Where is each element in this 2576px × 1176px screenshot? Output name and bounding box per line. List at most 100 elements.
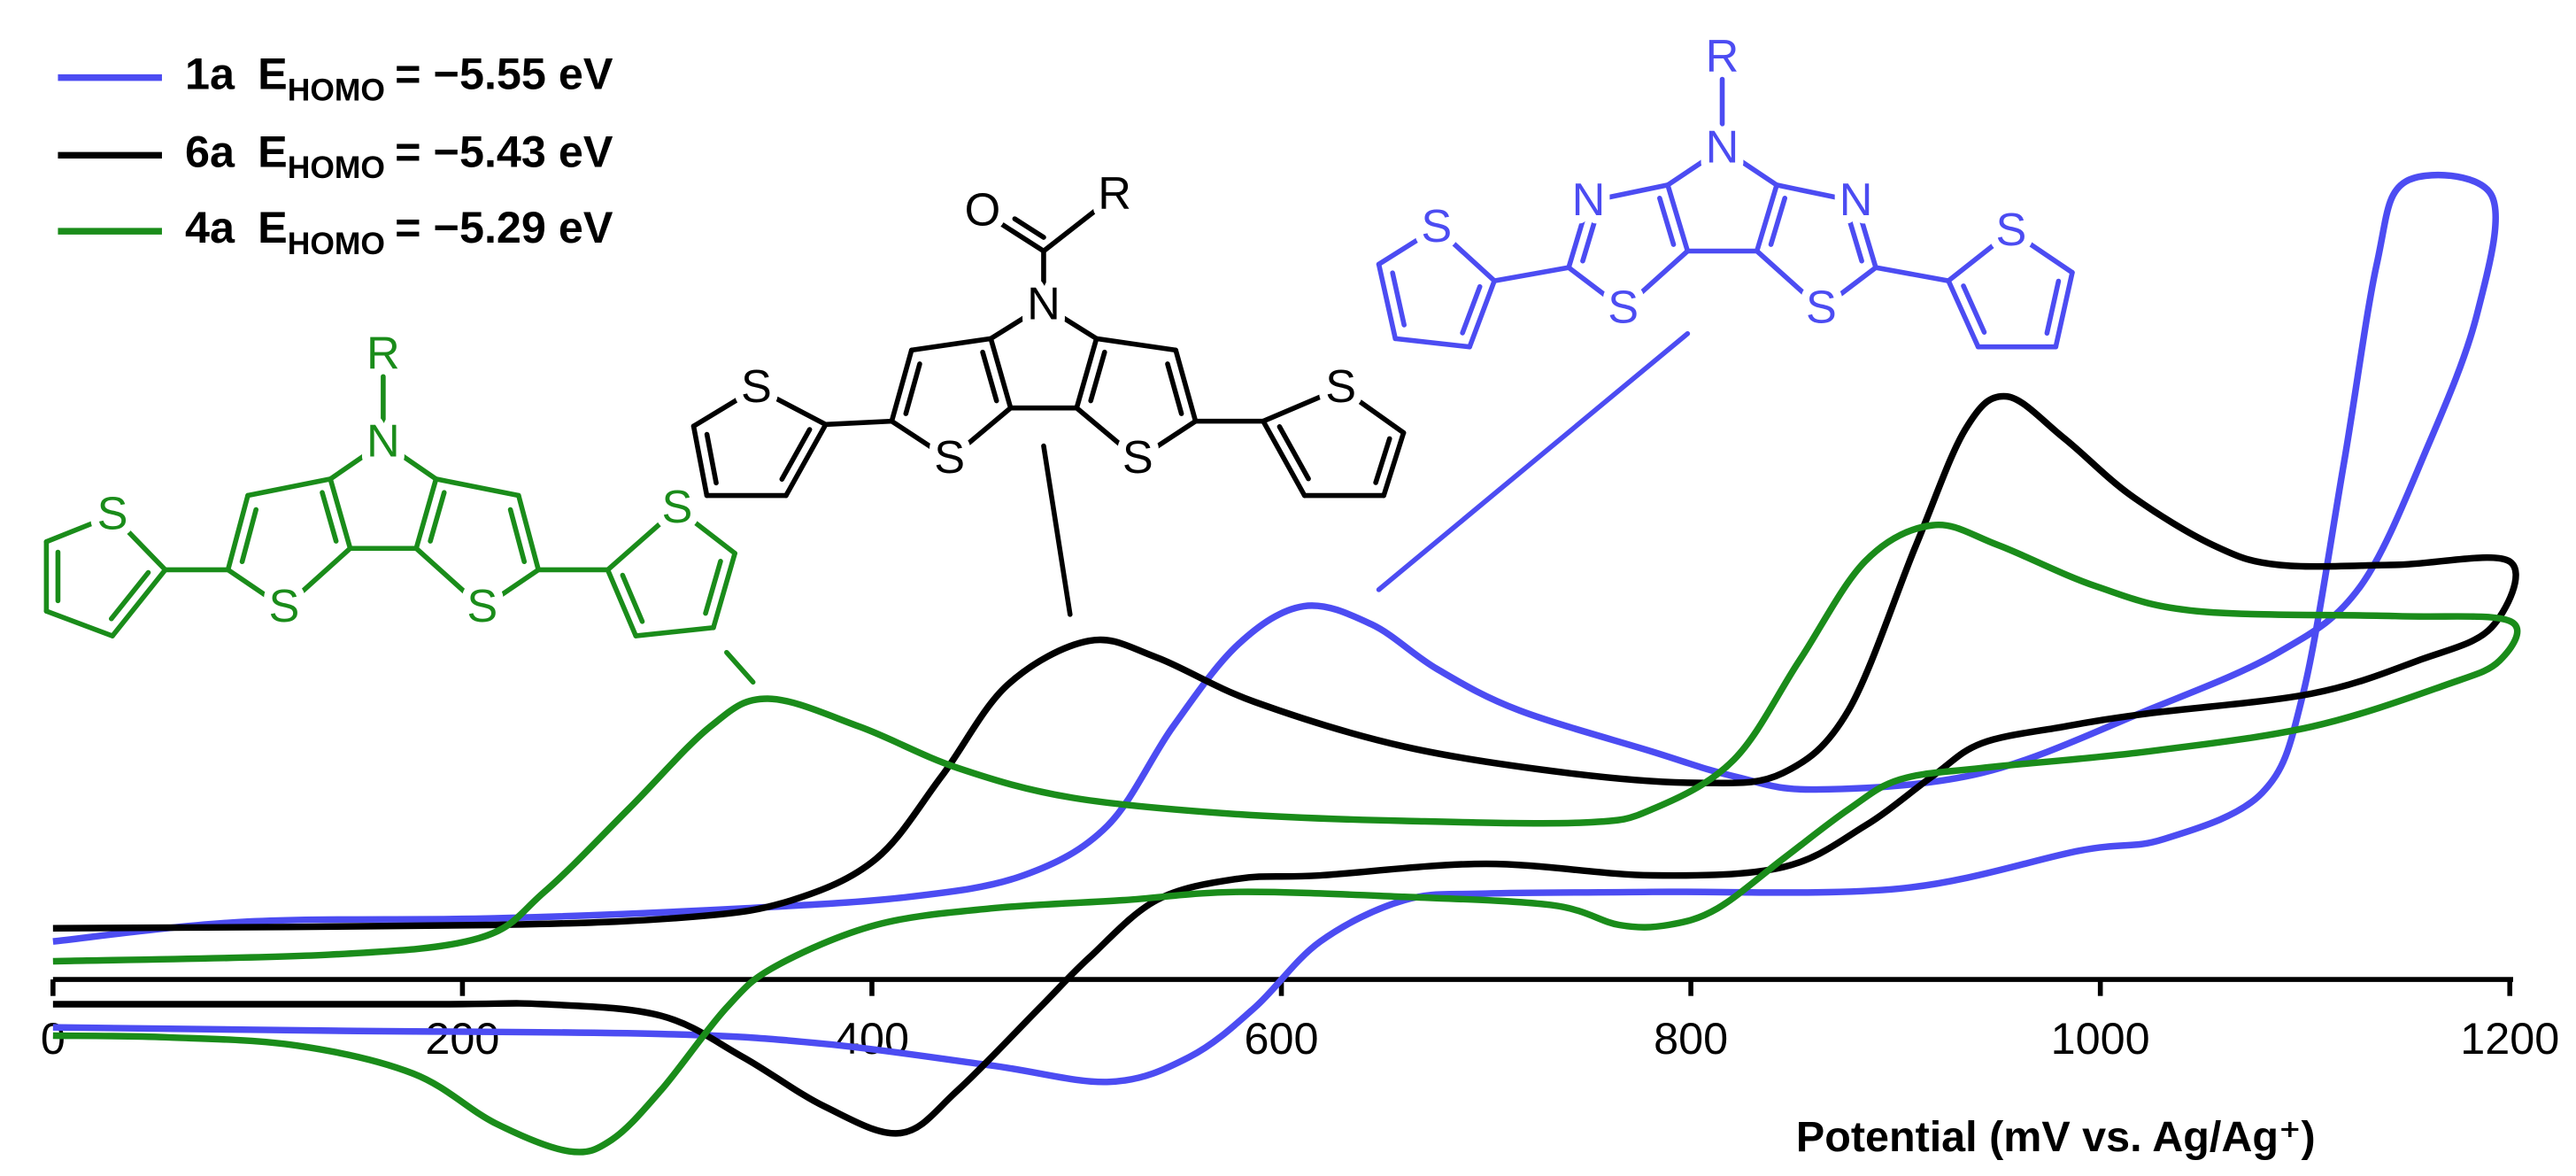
bond xyxy=(413,476,439,552)
bond xyxy=(381,440,439,482)
legend-text: E xyxy=(258,127,288,177)
atom-label: S xyxy=(1996,205,2027,256)
bond xyxy=(1946,228,2014,283)
atom-label: N xyxy=(1839,174,1873,226)
bond xyxy=(328,440,386,482)
bond xyxy=(822,418,895,428)
bond xyxy=(1657,196,1677,247)
bond xyxy=(1373,436,1392,485)
atom-label: S xyxy=(661,482,692,533)
atom-label: O xyxy=(965,184,1001,236)
bond xyxy=(1566,198,1592,270)
legend-text: 1a xyxy=(185,49,235,99)
bond xyxy=(480,567,542,611)
structure: RNN NS SS S xyxy=(1376,23,2075,592)
bond xyxy=(703,558,723,616)
bond xyxy=(110,567,168,638)
bond xyxy=(1376,225,1439,267)
bond xyxy=(633,624,716,638)
bond xyxy=(328,476,353,552)
atom-label: R xyxy=(366,329,400,380)
x-tick-label: 1000 xyxy=(2051,1013,2150,1064)
bond xyxy=(1946,278,1981,350)
bond xyxy=(433,476,521,499)
bond xyxy=(1818,265,1878,312)
atom-label: N xyxy=(1572,174,1606,226)
bond xyxy=(1585,182,1670,205)
bond xyxy=(1467,278,1497,350)
bond xyxy=(1074,405,1141,462)
bond xyxy=(605,567,639,638)
legend-text: E xyxy=(258,202,288,252)
x-tick-label: 1200 xyxy=(2460,1013,2559,1064)
atom-label: N xyxy=(1706,122,1739,174)
bond xyxy=(1768,196,1788,247)
bond xyxy=(1135,418,1199,462)
cv-curve xyxy=(52,171,2499,1086)
legend-text: 6a xyxy=(185,127,235,177)
bond xyxy=(908,336,994,353)
legend-text: E xyxy=(258,49,288,99)
cv-curve xyxy=(52,521,2521,1156)
bond xyxy=(1460,283,1483,336)
atom-label: R xyxy=(1706,31,1739,82)
bond xyxy=(225,567,287,611)
bond xyxy=(1390,270,1407,328)
bond xyxy=(1845,212,1864,264)
atom-label: S xyxy=(97,489,128,540)
bond xyxy=(605,506,680,573)
x-tick-label: 600 xyxy=(1245,1013,1319,1064)
bond xyxy=(1961,283,1987,335)
legend-text: HOMO xyxy=(288,73,385,108)
atom-label: S xyxy=(741,361,772,413)
bond xyxy=(690,423,710,499)
atom-label: S xyxy=(1806,282,1837,333)
bond xyxy=(779,427,813,482)
bond xyxy=(1338,385,1407,436)
bond xyxy=(889,347,914,424)
bond xyxy=(413,545,485,611)
atom-label: S xyxy=(1608,282,1639,333)
bond xyxy=(999,221,1046,254)
atom-label: N xyxy=(1027,279,1060,330)
bond xyxy=(282,545,353,611)
bond xyxy=(239,507,258,565)
bond xyxy=(1381,429,1407,499)
atom-label: S xyxy=(1421,201,1452,252)
atom-label: S xyxy=(467,581,497,632)
bond xyxy=(946,405,1014,462)
legend-label: 4a EHOMO = −5.29 eV xyxy=(185,202,613,261)
bond xyxy=(516,492,542,573)
bond xyxy=(1492,265,1571,283)
bond xyxy=(1665,146,1725,188)
bond xyxy=(2044,278,2062,337)
bond xyxy=(507,507,528,565)
bond xyxy=(1074,336,1099,411)
bond xyxy=(1173,347,1199,424)
legend-text: = −5.29 eV xyxy=(395,202,613,252)
structure: RN S S S S xyxy=(43,320,756,685)
bond xyxy=(889,418,953,462)
bond xyxy=(1754,182,1779,254)
bond xyxy=(1093,336,1178,353)
bond xyxy=(690,385,760,429)
bond xyxy=(110,513,168,573)
bond xyxy=(1165,361,1184,416)
bond xyxy=(753,385,829,428)
bond xyxy=(43,513,115,545)
legend-text: = −5.55 eV xyxy=(395,49,613,99)
bond xyxy=(1580,212,1600,264)
bond xyxy=(1276,424,1311,482)
bond xyxy=(43,608,115,638)
bond xyxy=(783,422,829,499)
legend-text: 4a xyxy=(185,202,235,252)
bond xyxy=(1719,146,1779,188)
bond xyxy=(2009,228,2075,275)
x-tick-label: 200 xyxy=(425,1013,499,1064)
bond xyxy=(1012,216,1046,240)
atom-label: S xyxy=(1325,361,1356,413)
bond xyxy=(1261,418,1307,499)
atom-label: S xyxy=(934,432,965,484)
